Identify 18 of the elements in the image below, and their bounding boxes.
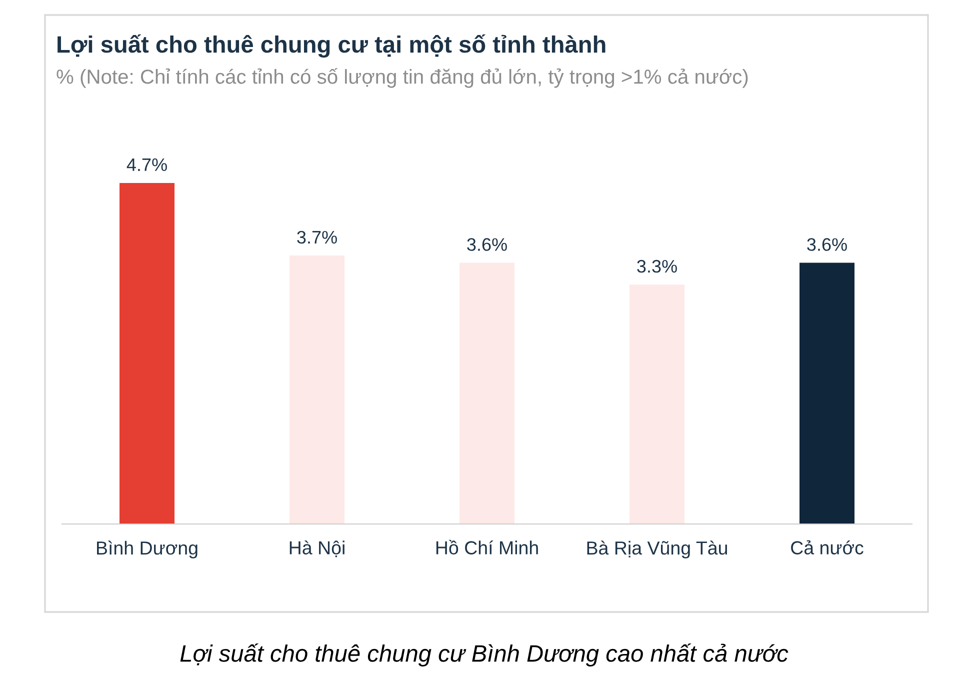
bar xyxy=(460,262,514,524)
x-tick-label: Cả nước xyxy=(791,540,864,554)
x-tick-label: Bà Rịa Vũng Tàu xyxy=(587,540,727,558)
x-tick-label: Hà Nội xyxy=(290,540,344,558)
data-label: 3.3% xyxy=(637,260,677,273)
data-label: 3.7% xyxy=(297,230,337,244)
bar xyxy=(120,183,174,524)
chart-subtitle: % (Note: Chỉ tính các tỉnh có số lượng tin đăng đủ lớn, tỷ trọng >1% cả nước) xyxy=(56,68,748,88)
x-tick-label: Bình Dương xyxy=(97,540,198,558)
chart-title: Lợi suất cho thuê chung cư tại một số tỉnh thành xyxy=(58,34,606,58)
data-label: 4.7% xyxy=(126,158,167,172)
x-tick-label: Hồ Chí Minh xyxy=(436,540,538,554)
bar xyxy=(630,284,684,524)
data-label: 3.6% xyxy=(807,238,847,251)
text: Lợi suất cho thuê chung cư Bình Dương cao nhất cả nước xyxy=(180,643,788,667)
bar xyxy=(800,262,854,524)
data-label: 3.6% xyxy=(467,238,507,251)
bar xyxy=(290,256,344,524)
